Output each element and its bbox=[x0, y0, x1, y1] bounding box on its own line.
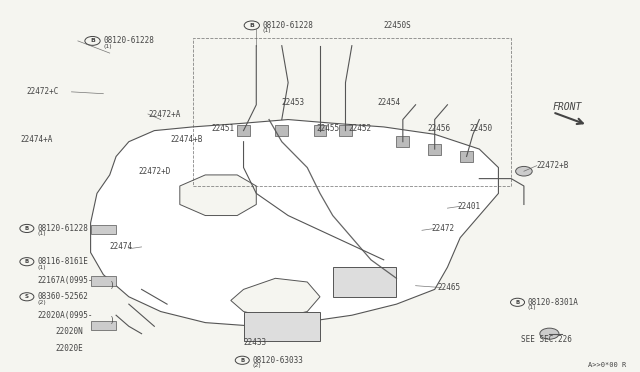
Text: (2): (2) bbox=[252, 363, 261, 368]
Circle shape bbox=[540, 328, 559, 339]
Text: (1): (1) bbox=[262, 28, 271, 33]
Text: 08120-61228: 08120-61228 bbox=[262, 21, 314, 30]
Text: B: B bbox=[240, 358, 244, 363]
Text: 22472+A: 22472+A bbox=[148, 109, 180, 119]
Bar bbox=[91, 321, 116, 330]
Text: 08360-52562: 08360-52562 bbox=[37, 292, 88, 301]
Bar bbox=[460, 151, 473, 162]
Text: S: S bbox=[25, 294, 29, 299]
Bar bbox=[244, 311, 320, 341]
Text: A>>0*00 R: A>>0*00 R bbox=[588, 362, 626, 368]
Bar bbox=[91, 276, 116, 286]
Text: 22472: 22472 bbox=[431, 224, 454, 233]
Bar bbox=[237, 125, 250, 136]
Text: B: B bbox=[25, 226, 29, 231]
Polygon shape bbox=[231, 278, 320, 319]
Text: 08116-8161E: 08116-8161E bbox=[37, 257, 88, 266]
Text: 22474+A: 22474+A bbox=[20, 135, 53, 144]
Bar bbox=[333, 267, 396, 297]
Text: B: B bbox=[250, 23, 254, 28]
Text: 22455: 22455 bbox=[317, 124, 340, 133]
Text: 22401: 22401 bbox=[457, 202, 480, 211]
Text: 08120-63033: 08120-63033 bbox=[252, 356, 303, 365]
Text: 08120-8301A: 08120-8301A bbox=[528, 298, 579, 307]
Text: 22474+B: 22474+B bbox=[170, 135, 203, 144]
Circle shape bbox=[516, 166, 532, 176]
Text: 22020E: 22020E bbox=[56, 344, 83, 353]
Text: 22450S: 22450S bbox=[384, 21, 412, 30]
Text: (1): (1) bbox=[37, 231, 45, 237]
Text: 22020N: 22020N bbox=[56, 327, 83, 336]
Text: 22472+C: 22472+C bbox=[27, 87, 60, 96]
Text: 22454: 22454 bbox=[378, 99, 401, 108]
Bar bbox=[275, 125, 288, 136]
Text: (1): (1) bbox=[528, 305, 536, 310]
Text: (2): (2) bbox=[37, 300, 46, 305]
Text: B: B bbox=[25, 259, 29, 264]
Bar bbox=[339, 125, 352, 136]
Polygon shape bbox=[180, 175, 256, 215]
Text: 22451: 22451 bbox=[212, 124, 235, 133]
Text: 22453: 22453 bbox=[282, 99, 305, 108]
Bar bbox=[314, 125, 326, 136]
Text: 08120-61228: 08120-61228 bbox=[103, 36, 154, 45]
Text: 22456: 22456 bbox=[427, 124, 450, 133]
Text: 22452: 22452 bbox=[349, 124, 372, 133]
Text: SEE SEC.226: SEE SEC.226 bbox=[521, 335, 572, 344]
Text: FRONT: FRONT bbox=[552, 102, 582, 112]
Text: 22472+D: 22472+D bbox=[138, 167, 171, 176]
Text: 22472+B: 22472+B bbox=[537, 161, 569, 170]
Bar bbox=[396, 136, 409, 147]
Text: 08120-61228: 08120-61228 bbox=[37, 224, 88, 233]
Text: (1): (1) bbox=[103, 44, 112, 49]
Text: 22465: 22465 bbox=[438, 283, 461, 292]
Text: 22433: 22433 bbox=[244, 339, 267, 347]
Text: ): ) bbox=[109, 281, 115, 290]
Text: B: B bbox=[90, 38, 95, 44]
Bar bbox=[91, 225, 116, 234]
Polygon shape bbox=[91, 119, 499, 326]
Text: 22020A(0995-: 22020A(0995- bbox=[37, 311, 93, 320]
Text: ): ) bbox=[109, 316, 115, 325]
Text: 22167A(0995-: 22167A(0995- bbox=[37, 276, 93, 285]
Text: 22450: 22450 bbox=[470, 124, 493, 133]
Text: (1): (1) bbox=[37, 265, 45, 270]
Text: B: B bbox=[515, 300, 520, 305]
Text: 22474: 22474 bbox=[109, 243, 133, 251]
Bar bbox=[428, 144, 441, 155]
